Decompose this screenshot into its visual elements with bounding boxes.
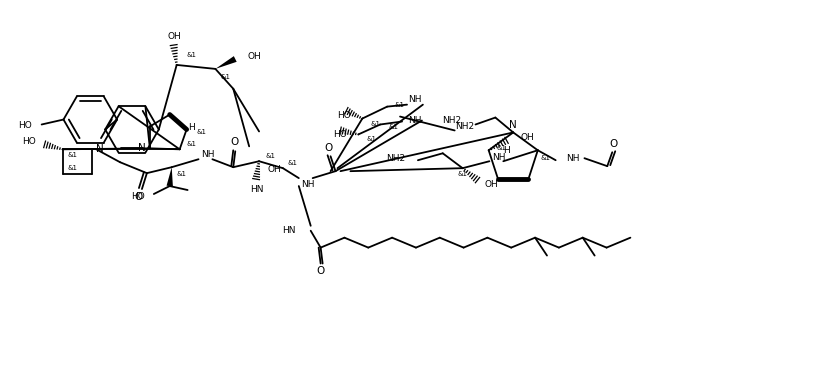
Text: &1: &1	[370, 122, 381, 127]
Text: HO: HO	[337, 111, 350, 120]
Text: &1: &1	[68, 165, 77, 171]
Text: &1: &1	[366, 136, 377, 142]
Text: &1: &1	[187, 52, 196, 58]
Text: &1: &1	[457, 171, 468, 177]
Text: O: O	[324, 143, 333, 153]
Text: O: O	[230, 137, 238, 147]
Text: OH: OH	[521, 133, 534, 142]
Text: H: H	[503, 146, 509, 155]
Text: &1: &1	[220, 74, 231, 80]
Text: NH2: NH2	[385, 154, 405, 163]
Text: OH: OH	[484, 179, 498, 189]
Text: &1: &1	[288, 160, 297, 166]
Text: N: N	[139, 143, 146, 153]
Text: N: N	[509, 120, 517, 130]
Text: HN: HN	[282, 226, 296, 235]
Text: &1: &1	[187, 141, 196, 147]
Text: &1: &1	[541, 155, 551, 161]
Text: &1: &1	[68, 152, 77, 158]
Text: NH: NH	[408, 95, 421, 104]
Text: NH2: NH2	[455, 122, 474, 131]
Text: NH: NH	[301, 179, 315, 189]
Text: HO: HO	[18, 121, 32, 130]
Text: O: O	[134, 192, 143, 202]
Text: O: O	[316, 266, 324, 276]
Text: O: O	[609, 139, 617, 149]
Text: N: N	[96, 144, 104, 154]
Text: OH: OH	[168, 32, 182, 41]
Text: NH: NH	[566, 154, 579, 163]
Text: HO: HO	[131, 193, 145, 201]
Text: OH: OH	[247, 52, 261, 61]
Polygon shape	[215, 56, 236, 69]
Text: H: H	[188, 123, 196, 132]
Text: HN: HN	[250, 185, 264, 193]
Text: &1: &1	[177, 171, 187, 177]
Text: &1: &1	[196, 129, 206, 135]
Text: &1: &1	[388, 124, 399, 130]
Text: &1: &1	[265, 153, 275, 159]
Text: HO: HO	[22, 137, 36, 146]
Text: NH: NH	[408, 116, 421, 125]
Text: &1: &1	[496, 145, 507, 151]
Polygon shape	[166, 167, 173, 186]
Text: HO: HO	[333, 130, 346, 139]
Text: &1: &1	[394, 102, 404, 108]
Text: NH: NH	[492, 153, 506, 162]
Text: NH2: NH2	[443, 116, 461, 125]
Text: NH: NH	[201, 150, 215, 159]
Text: OH: OH	[267, 165, 281, 174]
